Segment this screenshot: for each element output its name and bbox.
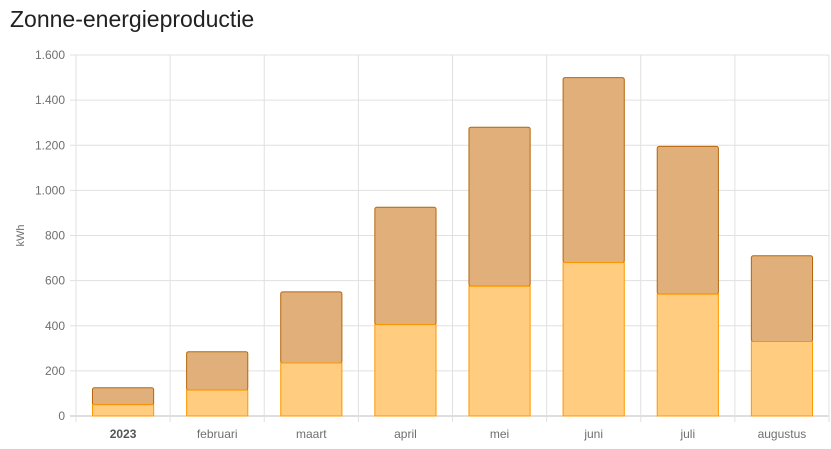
bar-upper-april[interactable] bbox=[374, 206, 437, 326]
y-tick-label: 1.600 bbox=[35, 48, 65, 62]
x-tick-label: augustus bbox=[758, 427, 807, 441]
x-tick-label: maart bbox=[296, 427, 327, 441]
bar-upper-februari[interactable] bbox=[186, 351, 249, 391]
bar-upper-augustus[interactable] bbox=[750, 255, 814, 343]
y-tick-label: 800 bbox=[45, 229, 65, 243]
bar-lower-maart[interactable] bbox=[280, 362, 343, 417]
bar-lower-mei[interactable] bbox=[468, 285, 531, 417]
card-title: Zonne-energieproductie bbox=[10, 6, 255, 32]
y-tick-label: 1.200 bbox=[35, 138, 65, 152]
y-tick-label: 1.400 bbox=[35, 93, 65, 107]
y-tick-label: 0 bbox=[58, 409, 65, 423]
bar-upper-maart[interactable] bbox=[280, 291, 343, 364]
bar-upper-juni[interactable] bbox=[562, 77, 625, 264]
bar-lower-juni[interactable] bbox=[562, 262, 625, 417]
x-tick-label: mei bbox=[490, 427, 509, 441]
bar-upper-2023[interactable] bbox=[91, 387, 155, 406]
y-tick-label: 600 bbox=[45, 274, 65, 288]
y-tick-label: 1.000 bbox=[35, 183, 65, 197]
y-tick-label: 400 bbox=[45, 319, 65, 333]
x-tick-label: 2023 bbox=[110, 427, 137, 441]
x-tick-label: juli bbox=[679, 427, 695, 441]
x-tick-label: juni bbox=[583, 427, 603, 441]
x-tick-label: februari bbox=[197, 427, 238, 441]
y-axis-label: kWh bbox=[15, 225, 27, 247]
bar-lower-februari[interactable] bbox=[186, 389, 249, 417]
bar-upper-mei[interactable] bbox=[468, 126, 531, 287]
bar-lower-augustus[interactable] bbox=[750, 341, 814, 417]
bar-lower-juli[interactable] bbox=[656, 293, 719, 417]
bar-upper-juli[interactable] bbox=[656, 145, 719, 295]
x-tick-label: april bbox=[394, 427, 417, 441]
y-tick-label: 200 bbox=[45, 364, 65, 378]
bar-lower-2023[interactable] bbox=[91, 404, 155, 417]
bar-lower-april[interactable] bbox=[374, 324, 437, 417]
